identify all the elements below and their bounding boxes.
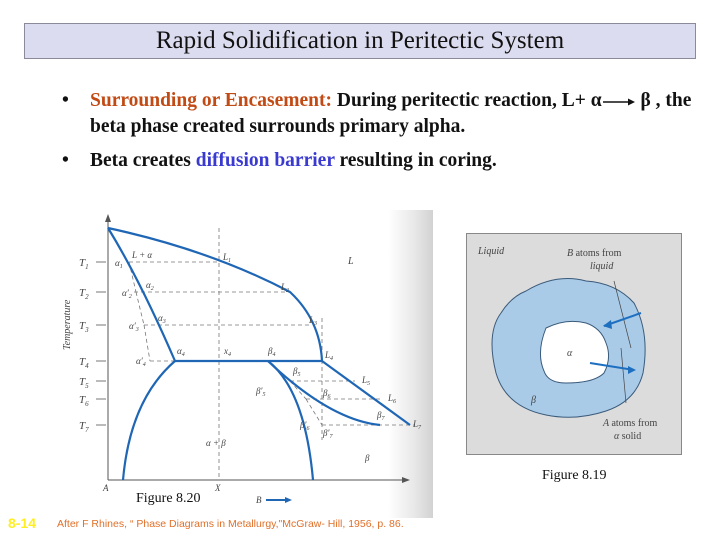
svg-text:L5: L5 [361, 375, 370, 387]
svg-text:β: β [364, 453, 370, 463]
svg-text:A atoms from: A atoms from [602, 418, 657, 429]
svg-text:T4: T4 [79, 356, 89, 370]
bullet-marker: • [62, 90, 69, 111]
svg-text:β4: β4 [267, 346, 275, 358]
svg-text:α3: α3 [158, 313, 166, 325]
svg-text:L3: L3 [308, 315, 317, 327]
svg-text:L7: L7 [412, 419, 422, 431]
bullet-text: During peritectic reaction, L+ α [331, 90, 602, 111]
svg-text:liquid: liquid [590, 261, 614, 272]
svg-text:α′2: α′2 [122, 288, 132, 300]
reaction-arrow-icon [602, 98, 635, 106]
phase-diagram-svg: T1 T2 T3 T4 T5 T6 T7 Temperature [62, 214, 422, 505]
svg-text:L: L [347, 256, 354, 267]
encasement-svg: Liquid B atoms from liquid α β A atoms f… [466, 233, 682, 455]
slide-number: 8-14 [8, 515, 37, 531]
slide-title: Rapid Solidification in Peritectic Syste… [155, 27, 565, 54]
bullet-list: • Surrounding or Encasement: During peri… [60, 88, 700, 182]
svg-text:β′5: β′5 [255, 386, 265, 398]
svg-text:T2: T2 [79, 287, 89, 301]
bullet-1: • Surrounding or Encasement: During peri… [60, 88, 700, 140]
svg-text:T5: T5 [79, 376, 89, 390]
svg-text:α′4: α′4 [136, 356, 146, 368]
svg-text:α′3: α′3 [129, 321, 139, 333]
bullet-marker: • [62, 150, 69, 171]
svg-text:β6: β6 [322, 388, 330, 400]
title-bar: Rapid Solidification in Peritectic Syste… [24, 23, 696, 59]
svg-text:β5: β5 [292, 366, 300, 378]
svg-text:T7: T7 [79, 420, 89, 434]
svg-text:α4: α4 [177, 346, 185, 358]
y-axis-label: Temperature [62, 299, 73, 350]
bullet-text-2: β , the beta phase created surrounds pri… [90, 90, 692, 137]
svg-text:α2: α2 [146, 280, 154, 292]
svg-text:β: β [530, 395, 536, 406]
svg-text:L + α: L + α [131, 250, 152, 260]
figure-8-19-encasement: Liquid B atoms from liquid α β A atoms f… [466, 233, 682, 455]
figure-8-19-caption: Figure 8.19 [542, 468, 607, 483]
svg-text:B atoms from: B atoms from [567, 248, 622, 259]
svg-text:x4: x4 [223, 346, 231, 358]
svg-text:X: X [214, 483, 221, 493]
citation: After F Rhines, “ Phase Diagrams in Meta… [57, 518, 404, 530]
svg-text:β′6: β′6 [299, 420, 309, 432]
figure-8-20-phase-diagram: T1 T2 T3 T4 T5 T6 T7 Temperature [58, 210, 433, 518]
svg-text:T6: T6 [79, 394, 89, 408]
svg-text:α + β: α + β [206, 438, 226, 448]
liquid-label: Liquid [477, 246, 505, 257]
svg-text:α: α [567, 348, 573, 359]
bullet-text: Beta creates [90, 150, 196, 171]
svg-text:L2: L2 [280, 282, 289, 294]
svg-text:T3: T3 [79, 320, 89, 334]
svg-text:L4: L4 [324, 350, 333, 362]
figure-8-20-caption: Figure 8.20 [136, 491, 201, 506]
svg-text:β7: β7 [376, 410, 385, 422]
bullet-highlight: diffusion barrier [195, 150, 335, 171]
svg-text:A: A [102, 483, 109, 493]
svg-text:L6: L6 [387, 393, 396, 405]
svg-text:α1: α1 [115, 258, 123, 270]
bullet-text-2: resulting in coring. [334, 150, 497, 171]
bullet-highlight: Surrounding or Encasement: [90, 90, 332, 111]
svg-text:α solid: α solid [614, 431, 641, 442]
svg-text:B: B [256, 495, 262, 505]
svg-text:L1: L1 [222, 252, 231, 264]
svg-text:β′7: β′7 [322, 428, 333, 440]
t1-label: T1 [79, 257, 89, 271]
bullet-2: • Beta creates diffusion barrier resulti… [60, 148, 700, 174]
